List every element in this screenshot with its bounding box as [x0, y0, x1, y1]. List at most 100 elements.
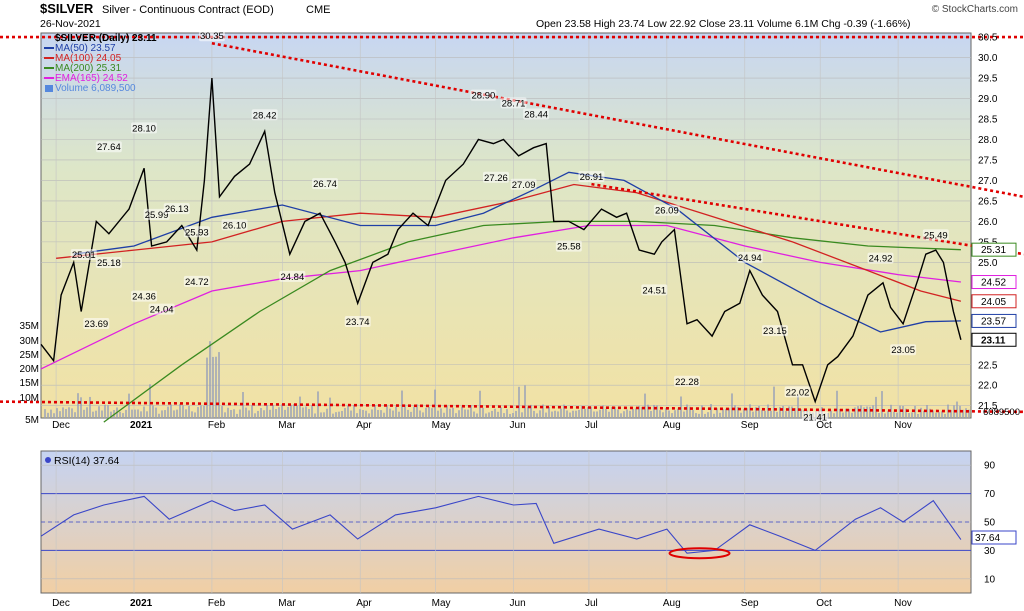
volume-bar: [212, 356, 214, 418]
volume-bar: [44, 409, 46, 418]
volume-bar: [380, 410, 382, 418]
volume-bar: [260, 407, 262, 418]
volume-bar: [224, 412, 226, 418]
volume-bar: [401, 390, 403, 418]
volume-bar: [344, 408, 346, 418]
volume-bar: [884, 413, 886, 418]
volume-bar: [68, 407, 70, 418]
trendline: [0, 400, 1024, 414]
volume-bar: [521, 412, 523, 418]
volume-bar: [266, 404, 268, 418]
x-label: Jun: [510, 598, 526, 609]
volume-bar: [488, 412, 490, 418]
volume-bar: [881, 391, 883, 418]
volume-bar: [902, 405, 904, 418]
price-tick: 30.0: [978, 53, 998, 64]
volume-bar: [797, 394, 799, 418]
volume-bar: [377, 409, 379, 418]
legend-volume: Volume 6,089,500: [55, 83, 136, 94]
legend-ma50: MA(50) 23.57: [55, 43, 116, 54]
volume-bar: [836, 390, 838, 418]
volume-bar: [626, 409, 628, 418]
quote-line: Open 23.58 High 23.74 Low 22.92 Close 23…: [536, 18, 911, 30]
price-tag: 23.11: [981, 335, 1006, 346]
rsi-gridlines: [41, 451, 971, 593]
volume-bar: [197, 407, 199, 418]
rsi-tick: 50: [984, 518, 996, 529]
price-annotation: 25.01: [72, 250, 96, 261]
x-axis-rsi: Dec 2021 Feb Mar Apr May Jun Jul Aug Sep Oct Nov: [52, 598, 912, 609]
volume-bar: [95, 410, 97, 418]
volume-bar: [290, 404, 292, 418]
volume-bar: [557, 411, 559, 418]
volume-bar: [149, 384, 151, 418]
volume-bar: [839, 408, 841, 418]
volume-bar: [530, 404, 532, 418]
rsi-oversold-highlight: [668, 547, 731, 560]
volume-bar: [713, 413, 715, 418]
annotation-bg: [890, 344, 917, 356]
volume-bar: [845, 408, 847, 418]
volume-bar: [47, 412, 49, 418]
volume-bar: [851, 412, 853, 418]
volume-bar: [698, 413, 700, 418]
price-annotation: 25.18: [97, 258, 121, 269]
price-tick: 30.5: [978, 33, 998, 44]
volume-bar: [497, 411, 499, 418]
volume-bar: [110, 411, 112, 418]
price-annotation: 24.92: [869, 254, 893, 265]
volume-bar: [617, 409, 619, 418]
volume-bar: [281, 404, 283, 418]
volume-bar: [56, 408, 58, 418]
volume-bar: [272, 405, 274, 418]
price-line: [40, 78, 962, 404]
legend-ma100: MA(100) 24.05: [55, 53, 122, 64]
annotation-bg: [555, 240, 582, 252]
volume-bar: [347, 405, 349, 418]
annotation-bg: [83, 318, 110, 330]
x-label: 2021: [130, 598, 153, 609]
volume-bar: [326, 408, 328, 418]
annotation-bg: [95, 141, 122, 153]
volume-bar: [434, 389, 436, 418]
volume-bar: [641, 406, 643, 418]
volume-bar: [299, 396, 301, 418]
volume-bar: [191, 411, 193, 418]
volume-bar: [569, 412, 571, 418]
volume-bar: [230, 409, 232, 418]
volume-bar: [242, 392, 244, 418]
annotation-bg: [183, 226, 210, 238]
volume-bar: [251, 405, 253, 418]
volume-bar: [584, 408, 586, 418]
volume-bar: [788, 406, 790, 418]
price-annotation: 27.64: [97, 142, 121, 153]
x-label: Mar: [278, 420, 296, 431]
volume-bar: [278, 407, 280, 418]
price-tick: 29.5: [978, 74, 998, 85]
volume-bar: [167, 406, 169, 418]
annotation-bg: [761, 325, 788, 337]
price-annotation: 24.51: [642, 285, 666, 296]
price-annotation: 23.15: [763, 326, 787, 337]
volume-bar: [908, 413, 910, 418]
volume-bar: [275, 409, 277, 418]
volume-bar: [911, 412, 913, 418]
volume-bar: [215, 356, 217, 418]
price-tag: 24.05: [981, 297, 1006, 308]
volume-bar: [374, 404, 376, 418]
rsi-value-tag: 37.64: [975, 533, 1000, 544]
price-annotation: 26.09: [655, 206, 679, 217]
volume-bar: [245, 407, 247, 418]
legend: $SILVER (Daily) 23.11 MA(50) 23.57 MA(10…: [44, 33, 157, 94]
volume-bar: [287, 406, 289, 418]
price-tick: 27.0: [978, 176, 998, 187]
volume-bar: [647, 404, 649, 418]
volume-bar: [89, 396, 91, 418]
volume-bar: [728, 408, 730, 418]
annotation-bg: [736, 251, 763, 263]
annotation-bg: [653, 204, 680, 216]
volume-bar: [770, 410, 772, 418]
volume-bar: [368, 413, 370, 418]
price-annotation: 25.58: [557, 242, 581, 253]
price-annotation: 27.26: [484, 173, 508, 184]
